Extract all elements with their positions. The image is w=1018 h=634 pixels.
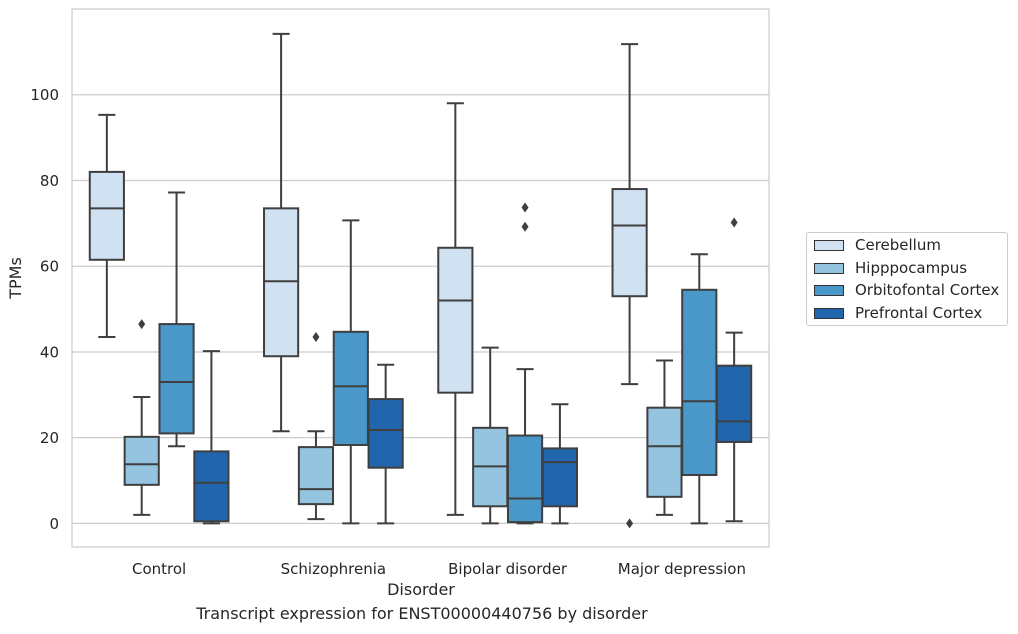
box-iqr [158,323,195,435]
legend-label-orbitofrontal: Orbitofontal Cortex [855,281,1000,299]
box-plot [193,350,230,525]
box-iqr [506,434,544,524]
y-tick-label: 40 [40,343,59,361]
legend-label-hippocampus: Hipppocampus [855,259,968,277]
box-plot [367,363,404,525]
figure-caption: Transcript expression for ENST0000044075… [196,604,648,623]
box-iqr [646,406,683,498]
legend-item-orbitofrontal: Orbitofontal Cortex [814,281,999,299]
box-iqr [123,435,160,486]
outlier-point [521,221,529,232]
y-axis-label: TPMs [6,257,25,300]
box-iqr [88,170,125,261]
y-tick-label: 80 [40,172,59,190]
legend-label-cerebellum: Cerebellum [855,236,941,254]
box-plot [123,319,160,516]
box-plot [88,113,125,338]
box-iqr [367,398,404,469]
legend-item-hippocampus: Hipppocampus [814,259,967,277]
box-plot [263,32,300,433]
y-tick-label: 60 [40,258,59,276]
y-tick-label: 20 [40,429,59,447]
chart-legend: Cerebellum Hipppocampus Orbitofontal Cor… [806,232,1008,326]
legend-item-cerebellum: Cerebellum [814,236,941,254]
box-iqr [297,446,335,506]
y-tick-labels: 0 20 40 60 80 100 [30,86,59,533]
box-iqr [611,188,648,298]
x-tick-labels: Control Schizophrenia Bipolar disorder Majo… [132,560,746,578]
legend-swatch-hippocampus [814,262,844,274]
box-iqr [681,288,718,476]
box-plot [681,253,718,525]
box-plot [297,331,335,521]
legend-label-prefrontal: Prefrontal Cortex [855,304,983,322]
box-iqr [193,450,230,523]
box-plots [88,32,753,529]
box-iqr [716,364,753,443]
box-iqr [332,330,369,446]
box-plot [541,403,578,525]
box-plot [158,191,195,448]
outlier-point [730,217,738,228]
legend-item-prefrontal: Prefrontal Cortex [814,304,982,322]
box-iqr [263,207,300,358]
x-tick-label: Major depression [618,560,746,578]
y-tick-label: 100 [30,86,59,104]
outlier-point [138,319,146,330]
box-plot [437,102,474,516]
plot-frame [71,8,770,548]
outlier-point [312,331,320,342]
box-iqr [437,246,474,394]
box-iqr [541,447,578,508]
outlier-point [521,202,529,213]
x-tick-label: Control [132,560,186,578]
box-plot [611,43,648,529]
legend-swatch-orbitofrontal [814,284,844,296]
x-axis-label: Disorder [387,580,455,599]
box-plot [332,219,369,525]
legend-swatch-cerebellum [814,239,844,251]
legend-swatch-prefrontal [814,307,844,319]
x-tick-label: Bipolar disorder [448,560,568,578]
box-plot [716,217,753,523]
x-tick-label: Schizophrenia [281,560,386,578]
outlier-point [626,518,634,529]
y-tick-label: 0 [49,515,59,533]
box-plot [472,346,509,525]
